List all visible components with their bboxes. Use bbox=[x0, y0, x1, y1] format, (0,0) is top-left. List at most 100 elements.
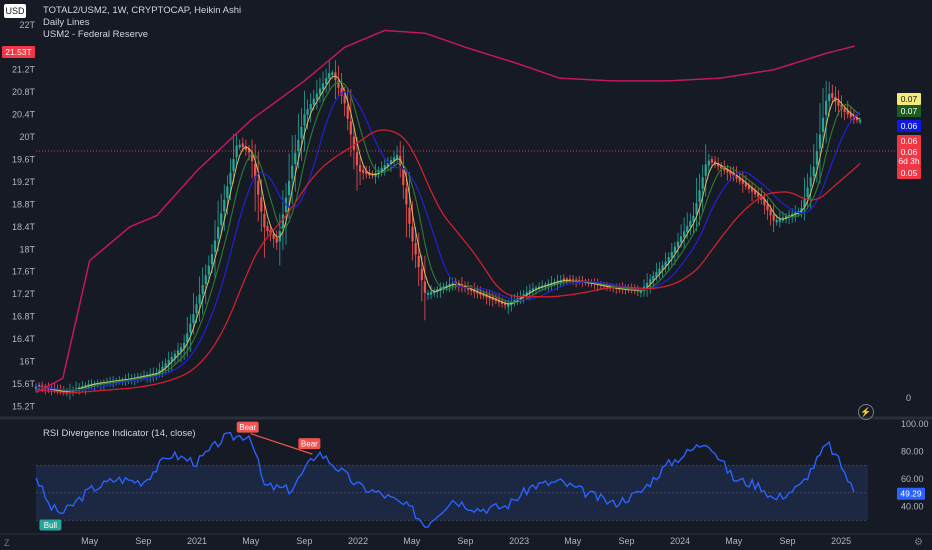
x-tick-label: May bbox=[81, 536, 99, 546]
y-tick-label: 16.4T bbox=[12, 334, 36, 344]
candle-body bbox=[812, 166, 815, 177]
candle-body bbox=[260, 197, 263, 212]
signal-label-bg bbox=[236, 421, 259, 433]
candle-body bbox=[525, 292, 528, 296]
candle-body bbox=[303, 114, 306, 126]
candle-body bbox=[396, 154, 399, 159]
candle-body bbox=[652, 275, 655, 281]
candle-body bbox=[318, 88, 322, 95]
candle-body bbox=[744, 182, 747, 187]
x-tick-label: Sep bbox=[135, 536, 151, 546]
candle-body bbox=[701, 177, 704, 189]
candle-body bbox=[337, 80, 340, 88]
candle-body bbox=[815, 151, 818, 165]
candle-body bbox=[534, 287, 538, 291]
candle-body bbox=[263, 213, 266, 228]
candle-body bbox=[646, 283, 649, 288]
candle-body bbox=[207, 265, 210, 275]
candle-body bbox=[241, 143, 244, 148]
x-tick-label: May bbox=[564, 536, 582, 546]
candle-body bbox=[173, 353, 176, 359]
ma-line-blue bbox=[35, 90, 861, 391]
candle-body bbox=[405, 188, 408, 205]
candle-body bbox=[843, 108, 846, 112]
candle-body bbox=[420, 268, 423, 281]
candle-body bbox=[380, 167, 383, 172]
currency-button[interactable]: USD bbox=[4, 4, 26, 18]
candle-body bbox=[226, 186, 229, 199]
price-label: 6d 3h bbox=[898, 156, 920, 166]
candle-body bbox=[99, 382, 102, 385]
indicator-daily-lines[interactable]: Daily Lines bbox=[43, 17, 90, 28]
candle-body bbox=[513, 299, 516, 304]
usm2-line bbox=[35, 29, 855, 394]
x-tick-label: Sep bbox=[457, 536, 473, 546]
candle-body bbox=[679, 236, 683, 243]
candle-body bbox=[158, 369, 161, 375]
candle-body bbox=[821, 117, 825, 132]
flash-icon[interactable]: ⚡ bbox=[858, 404, 874, 420]
price-label: 0.06 bbox=[901, 147, 918, 157]
price-label-bg bbox=[897, 120, 921, 132]
candle-body bbox=[238, 144, 241, 148]
y-tick-label: 15.6T bbox=[12, 379, 36, 389]
candle-body bbox=[775, 220, 778, 223]
candle-body bbox=[223, 199, 226, 212]
y-tick-label: 16T bbox=[19, 356, 35, 366]
candle-body bbox=[639, 290, 643, 293]
price-label: 21.53T bbox=[5, 47, 31, 57]
candle-body bbox=[855, 117, 859, 121]
price-label-bg bbox=[2, 46, 35, 58]
candle-body bbox=[37, 384, 41, 388]
candle-body bbox=[698, 190, 701, 202]
candle-body bbox=[417, 255, 420, 268]
candle-body bbox=[806, 187, 809, 197]
candle-body bbox=[189, 323, 192, 333]
candle-body bbox=[325, 78, 328, 84]
candle-body bbox=[331, 72, 334, 75]
price-label: 0.07 bbox=[901, 94, 918, 104]
symbol-title[interactable]: TOTAL2/USM2, 1W, CRYPTOCAP, Heikin Ashi bbox=[43, 5, 242, 16]
chart-legend: TOTAL2/USM2, 1W, CRYPTOCAP, Heikin Ashi … bbox=[43, 5, 241, 41]
signal-label: Bear bbox=[239, 423, 256, 432]
candle-body bbox=[676, 241, 680, 248]
candle-body bbox=[161, 366, 164, 372]
y-tick-label: 18.4T bbox=[12, 222, 36, 232]
right-axis-zero-label: 0 bbox=[906, 393, 911, 403]
y-tick-label: 19.6T bbox=[12, 154, 36, 164]
candle-body bbox=[272, 233, 275, 239]
timezone-button[interactable]: Z bbox=[4, 538, 10, 548]
y-tick-label: 20T bbox=[19, 132, 35, 142]
candle-body bbox=[266, 226, 269, 232]
candle-body bbox=[287, 180, 291, 196]
bear-divergence-line bbox=[250, 433, 313, 455]
indicator-usm2[interactable]: USM2 - Federal Reserve bbox=[43, 29, 149, 40]
x-tick-label: 2023 bbox=[509, 536, 529, 546]
candle-body bbox=[315, 93, 318, 100]
y-tick-label: 17.2T bbox=[12, 289, 36, 299]
candle-body bbox=[723, 166, 726, 171]
candle-body bbox=[423, 281, 426, 294]
candle-body bbox=[164, 363, 167, 368]
candle-body bbox=[254, 163, 257, 178]
candle-body bbox=[275, 237, 278, 243]
rsi-current-label-bg bbox=[897, 487, 925, 500]
candle-body bbox=[747, 185, 751, 189]
candle-body bbox=[309, 104, 312, 110]
candle-body bbox=[210, 254, 214, 265]
price-label: 0.06 bbox=[901, 136, 918, 146]
candle-body bbox=[692, 215, 695, 222]
price-label: 0.06 bbox=[901, 121, 918, 131]
candle-body bbox=[281, 214, 285, 229]
y-tick-label: 17.6T bbox=[12, 267, 36, 277]
rsi-title[interactable]: RSI Divergence Indicator (14, close) bbox=[43, 428, 196, 439]
candle-body bbox=[204, 275, 207, 285]
settings-icon[interactable]: ⚙ bbox=[914, 537, 923, 548]
candle-body bbox=[568, 278, 572, 282]
y-tick-label: 19.2T bbox=[12, 177, 36, 187]
candle-body bbox=[519, 296, 522, 300]
candle-body bbox=[757, 192, 760, 197]
candle-body bbox=[531, 288, 535, 292]
candle-body bbox=[507, 303, 510, 307]
